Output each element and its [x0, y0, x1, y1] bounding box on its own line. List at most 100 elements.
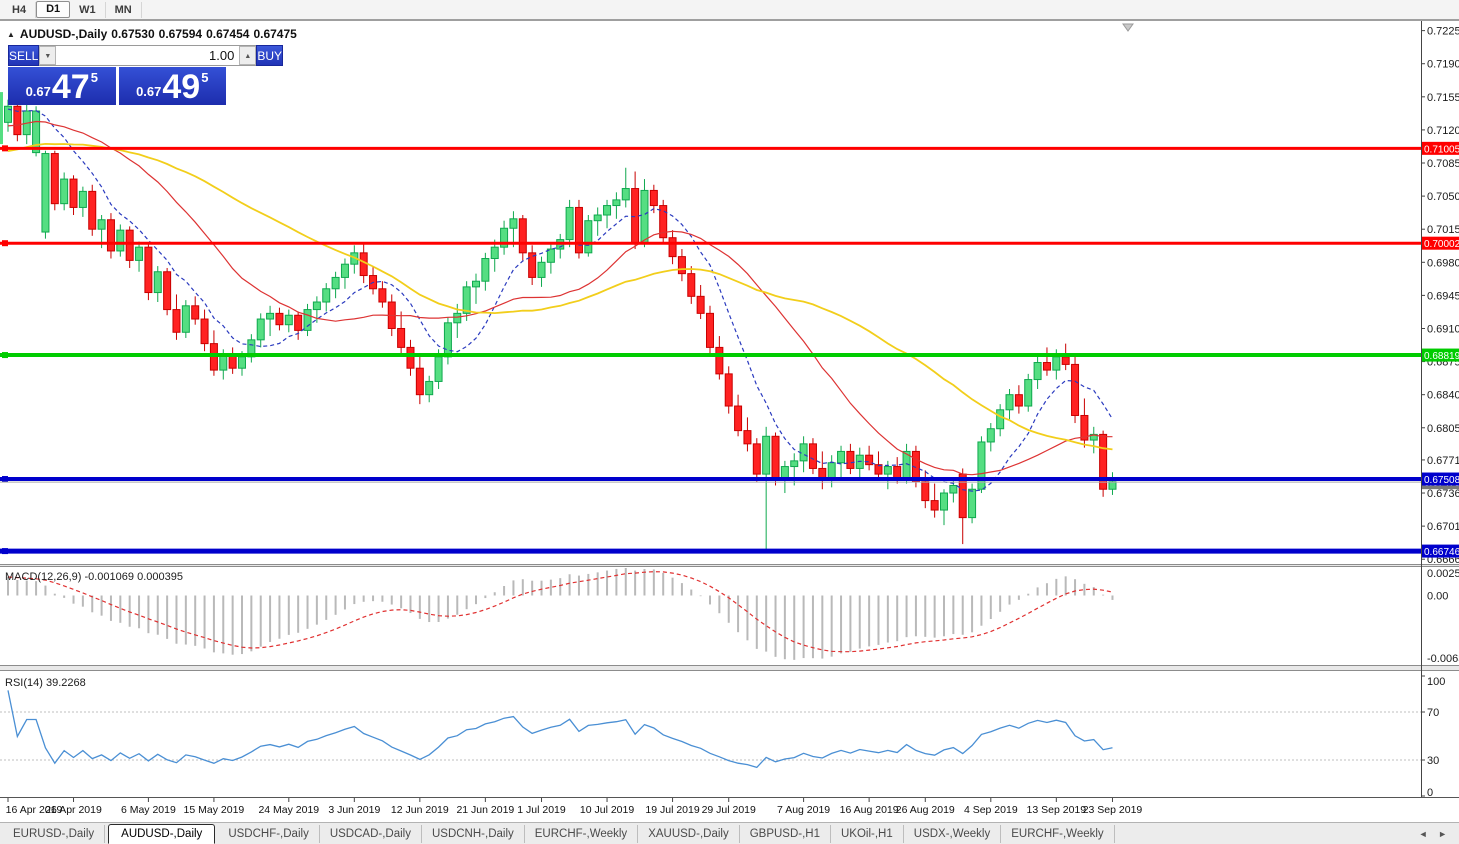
- chart-tab-usdchf-daily[interactable]: USDCHF-,Daily: [218, 824, 320, 843]
- sell-price-big: 47: [51, 68, 90, 106]
- svg-text:7 Aug 2019: 7 Aug 2019: [777, 804, 830, 816]
- timeframe-button-d1[interactable]: D1: [36, 1, 71, 18]
- tab-scroll-arrows[interactable]: ◄ ►: [1418, 828, 1451, 839]
- svg-text:30: 30: [1427, 755, 1439, 767]
- sell-price-pip: 5: [90, 70, 98, 85]
- hline-handle[interactable]: [2, 476, 8, 483]
- sell-button[interactable]: SELL: [8, 45, 40, 66]
- hline-price-label: [1422, 544, 1459, 558]
- svg-text:100: 100: [1427, 676, 1445, 688]
- collapse-arrow-icon[interactable]: ▲: [7, 30, 15, 39]
- svg-text:15 May 2019: 15 May 2019: [184, 804, 245, 816]
- chart-tabbar: EURUSD-,Daily AUDUSD-,Daily USDCHF-,Daily U…: [0, 822, 1459, 844]
- chart-tab-xauusd-daily[interactable]: XAUUSD-,Daily: [638, 824, 740, 843]
- buy-button[interactable]: BUY: [256, 45, 284, 66]
- svg-text:26 Aug 2019: 26 Aug 2019: [896, 804, 955, 816]
- timeframe-button-h4[interactable]: H4: [3, 1, 37, 18]
- svg-text:0.70002: 0.70002: [1424, 239, 1459, 250]
- chart-tab-gbpusd-h1[interactable]: GBPUSD-,H1: [740, 824, 831, 843]
- rsi-label: RSI(14) 39.2268: [5, 677, 86, 689]
- chart-tab-eurusd-daily[interactable]: EURUSD-,Daily: [3, 824, 106, 843]
- svg-text:4 Sep 2019: 4 Sep 2019: [964, 804, 1018, 816]
- volume-input[interactable]: [56, 46, 240, 65]
- chart-tab-ukoil-h1[interactable]: UKOil-,H1: [831, 824, 904, 843]
- svg-text:0.00: 0.00: [1427, 590, 1448, 602]
- hline-price-label: [1422, 348, 1459, 362]
- moving-average-8: [7, 108, 1113, 492]
- timeframe-button-w1[interactable]: W1: [70, 1, 106, 18]
- svg-text:13 Sep 2019: 13 Sep 2019: [1027, 804, 1087, 816]
- svg-text:6 May 2019: 6 May 2019: [121, 804, 176, 816]
- svg-text:19 Jul 2019: 19 Jul 2019: [645, 804, 699, 816]
- svg-text:3 Jun 2019: 3 Jun 2019: [328, 804, 380, 816]
- hline-price-label: [1422, 236, 1459, 250]
- hline-handle[interactable]: [2, 145, 8, 152]
- ohlc-low: 0.67454: [206, 27, 250, 41]
- svg-text:0.68819: 0.68819: [1424, 351, 1459, 362]
- volume-spinner: ▼ ▲: [39, 45, 257, 66]
- sell-price-prefix: 0.67: [25, 84, 51, 99]
- svg-text:12 Jun 2019: 12 Jun 2019: [391, 804, 449, 816]
- chart-tab-usdx-weekly[interactable]: USDX-,Weekly: [904, 824, 1002, 843]
- svg-text:23 Sep 2019: 23 Sep 2019: [1083, 804, 1143, 816]
- buy-price-pip: 5: [201, 70, 209, 85]
- timeframe-button-mn[interactable]: MN: [106, 1, 142, 18]
- chart-shift-marker-icon[interactable]: [1122, 23, 1134, 32]
- svg-text:1 Jul 2019: 1 Jul 2019: [517, 804, 566, 816]
- timeframe-toolbar: H4 D1 W1 MN: [0, 0, 1459, 20]
- symbol-title: AUDUSD-,Daily: [19, 27, 108, 41]
- svg-text:-0.006320: -0.006320: [1427, 653, 1459, 665]
- moving-average-40: [7, 142, 1113, 451]
- chart-tab-eurchf-weekly[interactable]: EURCHF-,Weekly: [525, 824, 639, 843]
- chart-tab-usdcad-daily[interactable]: USDCAD-,Daily: [320, 824, 422, 843]
- chart-tab-eurchf-weekly[interactable]: EURCHF-,Weekly: [1001, 824, 1115, 843]
- moving-average-21: [7, 120, 1113, 476]
- hline-handle[interactable]: [2, 352, 8, 359]
- chart-tab-usdcnh-daily[interactable]: USDCNH-,Daily: [422, 824, 525, 843]
- chart-tab-audusd-daily[interactable]: AUDUSD-,Daily: [108, 823, 216, 844]
- macd-signal-line: [7, 571, 1113, 653]
- macd-histogram: [7, 568, 1114, 660]
- svg-text:26 Apr 2019: 26 Apr 2019: [45, 804, 102, 816]
- hline-handle[interactable]: [2, 548, 8, 555]
- svg-text:16 Apr 2019: 16 Apr 2019: [6, 804, 63, 816]
- buy-price-prefix: 0.67: [136, 84, 162, 99]
- sell-price-box[interactable]: 0.67 47 5: [8, 67, 116, 105]
- svg-text:29 Jul 2019: 29 Jul 2019: [702, 804, 756, 816]
- buy-price-box[interactable]: 0.67 49 5: [118, 67, 226, 105]
- hline-handle[interactable]: [2, 240, 8, 247]
- svg-text:0.002574: 0.002574: [1427, 568, 1459, 580]
- chart-header: ▲ AUDUSD-,Daily 0.67530 0.67594 0.67454 0.674…: [7, 27, 301, 41]
- svg-text:0: 0: [1427, 787, 1433, 799]
- ohlc-high: 0.67594: [158, 27, 203, 41]
- hline-price-label: [1422, 141, 1459, 155]
- volume-decrease-button[interactable]: ▼: [39, 46, 57, 65]
- rsi-line: [7, 690, 1113, 769]
- chart-canvas[interactable]: MACD(12,26,9) -0.001069 0.000395 RSI(14) …: [0, 20, 1459, 822]
- candlesticks: [0, 92, 1117, 550]
- svg-text:21 Jun 2019: 21 Jun 2019: [456, 804, 514, 816]
- svg-text:10 Jul 2019: 10 Jul 2019: [580, 804, 634, 816]
- svg-text:70: 70: [1427, 707, 1439, 719]
- ohlc-open: 0.67530: [111, 27, 155, 41]
- svg-text:24 May 2019: 24 May 2019: [258, 804, 319, 816]
- volume-increase-button[interactable]: ▲: [239, 46, 257, 65]
- ohlc-close: 0.67475: [253, 27, 297, 41]
- one-click-trading-panel: SELL ▼ ▲ BUY 0.67 47 5 0.67 49 5: [8, 45, 284, 105]
- svg-text:16 Aug 2019: 16 Aug 2019: [840, 804, 899, 816]
